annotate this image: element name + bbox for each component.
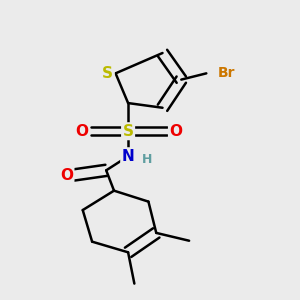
Text: H: H — [142, 153, 152, 166]
Text: N: N — [122, 149, 134, 164]
Text: O: O — [169, 124, 182, 139]
Text: S: S — [123, 124, 134, 139]
Text: S: S — [102, 66, 113, 81]
Text: Br: Br — [217, 66, 235, 80]
Text: O: O — [75, 124, 88, 139]
Text: O: O — [60, 167, 73, 182]
